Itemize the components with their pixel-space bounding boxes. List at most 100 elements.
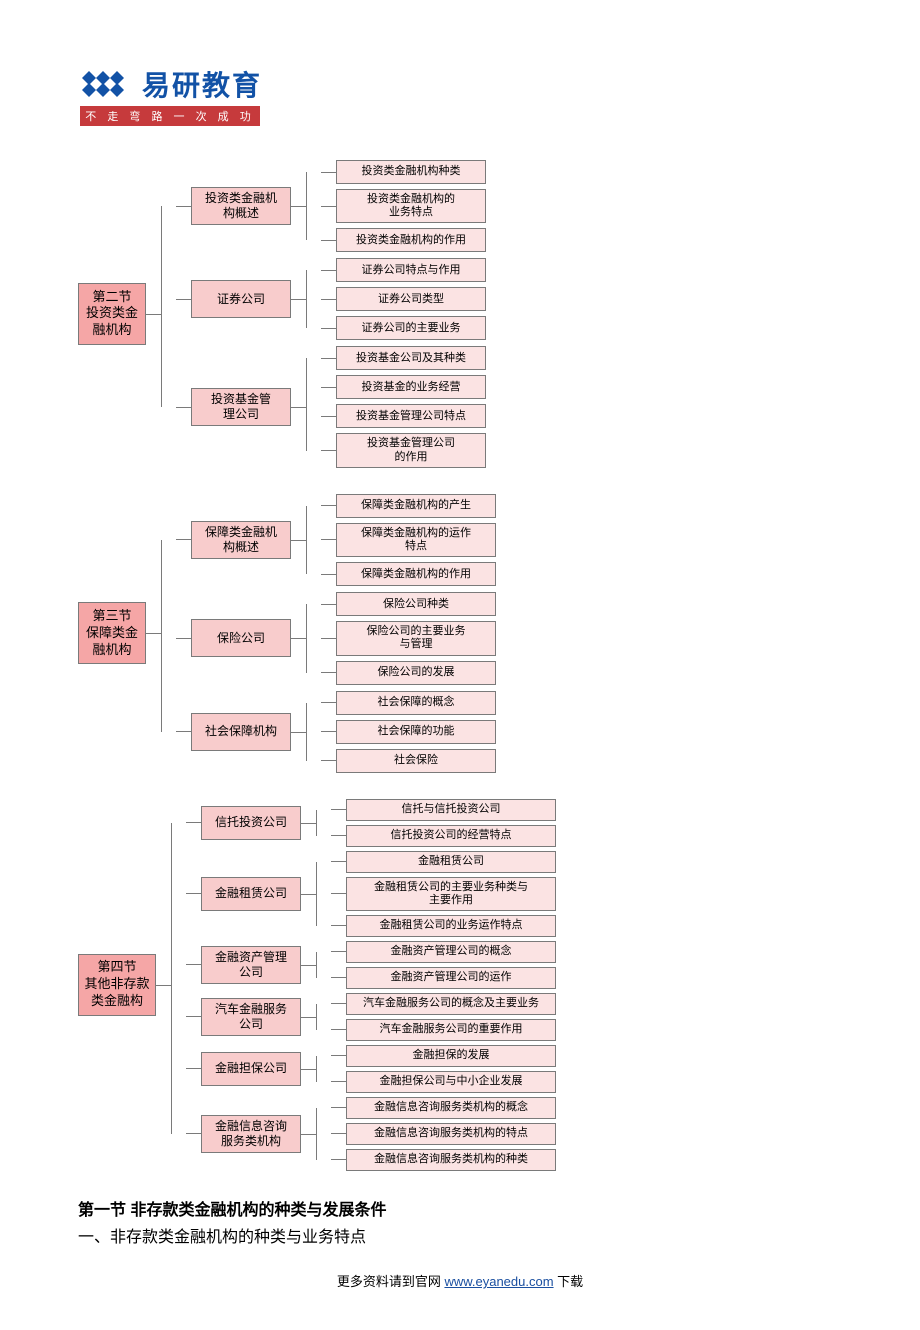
leaf-row: 信托与信托投资公司 [331, 799, 556, 821]
leaf-node: 保障类金融机构的运作特点 [336, 523, 496, 557]
leaf-column: 信托与信托投资公司信托投资公司的经营特点 [331, 799, 556, 847]
logo-top: 易研教育 [80, 64, 262, 104]
branch-column: 信托投资公司信托与信托投资公司信托投资公司的经营特点金融租赁公司金融租赁公司金融… [186, 799, 556, 1171]
leaf-column: 社会保障的概念社会保障的功能社会保险 [321, 691, 496, 773]
leaf-node: 保障类金融机构的产生 [336, 494, 496, 518]
tree-diagrams: 第二节投资类金融机构投资类金融机构概述投资类金融机构种类投资类金融机构的业务特点… [78, 60, 842, 1171]
leaf-row: 社会保险 [321, 749, 496, 773]
branch: 金融信息咨询服务类机构金融信息咨询服务类机构的概念金融信息咨询服务类机构的特点金… [201, 1097, 556, 1171]
section-heading: 第一节 非存款类金融机构的种类与发展条件 [78, 1197, 842, 1224]
leaf-row: 金融信息咨询服务类机构的特点 [331, 1123, 556, 1145]
mid-node: 金融担保公司 [201, 1052, 301, 1086]
leaf-row: 投资类金融机构的业务特点 [321, 189, 486, 223]
mid-node: 汽车金融服务公司 [201, 998, 301, 1036]
leaf-node: 投资基金管理公司的作用 [336, 433, 486, 467]
mid-node: 保险公司 [191, 619, 291, 657]
leaf-row: 保障类金融机构的作用 [321, 562, 496, 586]
leaf-row: 金融租赁公司的主要业务种类与主要作用 [331, 877, 556, 911]
branch-row: 金融信息咨询服务类机构金融信息咨询服务类机构的概念金融信息咨询服务类机构的特点金… [186, 1097, 556, 1171]
leaf-row: 投资基金公司及其种类 [321, 346, 486, 370]
logo-tagline: 不 走 弯 路 一 次 成 功 [80, 106, 260, 126]
branch-row: 金融租赁公司金融租赁公司金融租赁公司的主要业务种类与主要作用金融租赁公司的业务运… [186, 851, 556, 937]
leaf-row: 金融资产管理公司的概念 [331, 941, 556, 963]
leaf-node: 证券公司类型 [336, 287, 486, 311]
leaf-node: 社会保障的功能 [336, 720, 496, 744]
root-node: 第三节保障类金融机构 [78, 602, 146, 664]
leaf-column: 保障类金融机构的产生保障类金融机构的运作特点保障类金融机构的作用 [321, 494, 496, 586]
mid-node: 金融租赁公司 [201, 877, 301, 911]
leaf-row: 社会保障的概念 [321, 691, 496, 715]
leaf-column: 保险公司种类保险公司的主要业务与管理保险公司的发展 [321, 592, 496, 684]
leaf-column: 投资类金融机构种类投资类金融机构的业务特点投资类金融机构的作用 [321, 160, 486, 252]
leaf-row: 证券公司类型 [321, 287, 486, 311]
leaf-column: 金融租赁公司金融租赁公司的主要业务种类与主要作用金融租赁公司的业务运作特点 [331, 851, 556, 937]
leaf-node: 金融信息咨询服务类机构的概念 [346, 1097, 556, 1119]
leaf-row: 金融担保的发展 [331, 1045, 556, 1067]
leaf-node: 金融资产管理公司的概念 [346, 941, 556, 963]
leaf-node: 金融信息咨询服务类机构的种类 [346, 1149, 556, 1171]
leaf-column: 证券公司特点与作用证券公司类型证券公司的主要业务 [321, 258, 486, 340]
logo-mark-icon [80, 69, 136, 99]
branch: 保险公司保险公司种类保险公司的主要业务与管理保险公司的发展 [191, 592, 496, 684]
leaf-node: 金融租赁公司的业务运作特点 [346, 915, 556, 937]
branch-row: 投资类金融机构概述投资类金融机构种类投资类金融机构的业务特点投资类金融机构的作用 [176, 160, 486, 252]
mid-node: 金融资产管理公司 [201, 946, 301, 984]
logo-brand-text: 易研教育 [142, 64, 262, 104]
mid-node: 信托投资公司 [201, 806, 301, 840]
branch-row: 社会保障机构社会保障的概念社会保障的功能社会保险 [176, 691, 496, 773]
leaf-row: 投资类金融机构种类 [321, 160, 486, 184]
leaf-node: 投资基金管理公司特点 [336, 404, 486, 428]
branch-row: 金融资产管理公司金融资产管理公司的概念金融资产管理公司的运作 [186, 941, 556, 989]
leaf-row: 金融信息咨询服务类机构的概念 [331, 1097, 556, 1119]
leaf-node: 保险公司的发展 [336, 661, 496, 685]
mid-node: 投资类金融机构概述 [191, 187, 291, 225]
branch: 金融担保公司金融担保的发展金融担保公司与中小企业发展 [201, 1045, 556, 1093]
leaf-node: 投资类金融机构的作用 [336, 228, 486, 252]
leaf-row: 投资基金的业务经营 [321, 375, 486, 399]
leaf-row: 证券公司特点与作用 [321, 258, 486, 282]
leaf-column: 金融担保的发展金融担保公司与中小企业发展 [331, 1045, 556, 1093]
leaf-node: 证券公司特点与作用 [336, 258, 486, 282]
logo: 易研教育 不 走 弯 路 一 次 成 功 [80, 64, 262, 126]
leaf-node: 社会保险 [336, 749, 496, 773]
leaf-node: 投资类金融机构种类 [336, 160, 486, 184]
leaf-node: 汽车金融服务公司的概念及主要业务 [346, 993, 556, 1015]
mid-node: 社会保障机构 [191, 713, 291, 751]
leaf-row: 社会保障的功能 [321, 720, 496, 744]
leaf-row: 信托投资公司的经营特点 [331, 825, 556, 847]
leaf-node: 金融资产管理公司的运作 [346, 967, 556, 989]
leaf-node: 金融租赁公司 [346, 851, 556, 873]
leaf-row: 保险公司种类 [321, 592, 496, 616]
mid-node: 保障类金融机构概述 [191, 521, 291, 559]
footer-link[interactable]: www.eyanedu.com [444, 1274, 553, 1289]
mid-node: 投资基金管理公司 [191, 388, 291, 426]
leaf-row: 证券公司的主要业务 [321, 316, 486, 340]
branch-row: 汽车金融服务公司汽车金融服务公司的概念及主要业务汽车金融服务公司的重要作用 [186, 993, 556, 1041]
footer-suffix: 下载 [554, 1274, 584, 1289]
leaf-node: 金融信息咨询服务类机构的特点 [346, 1123, 556, 1145]
branch-row: 投资基金管理公司 投资基金公司及其种类投资基金的业务经营投资基金管理公司特点投资基… [176, 346, 486, 467]
leaf-row: 投资基金管理公司特点 [321, 404, 486, 428]
branch-row: 信托投资公司信托与信托投资公司信托投资公司的经营特点 [186, 799, 556, 847]
branch-column: 保障类金融机构概述保障类金融机构的产生保障类金融机构的运作特点保障类金融机构的作… [176, 494, 496, 773]
branch: 金融资产管理公司金融资产管理公司的概念金融资产管理公司的运作 [201, 941, 556, 989]
leaf-node: 信托投资公司的经营特点 [346, 825, 556, 847]
leaf-row: 金融担保公司与中小企业发展 [331, 1071, 556, 1093]
leaf-node: 金融担保公司与中小企业发展 [346, 1071, 556, 1093]
leaf-node: 投资类金融机构的业务特点 [336, 189, 486, 223]
branch: 汽车金融服务公司汽车金融服务公司的概念及主要业务汽车金融服务公司的重要作用 [201, 993, 556, 1041]
footer: 更多资料请到官网 www.eyanedu.com 下载 [78, 1271, 842, 1290]
tree-section2: 第二节投资类金融机构投资类金融机构概述投资类金融机构种类投资类金融机构的业务特点… [78, 160, 842, 468]
branch: 投资类金融机构概述投资类金融机构种类投资类金融机构的业务特点投资类金融机构的作用 [191, 160, 486, 252]
branch: 证券公司证券公司特点与作用证券公司类型证券公司的主要业务 [191, 258, 486, 340]
leaf-node: 保障类金融机构的作用 [336, 562, 496, 586]
leaf-row: 金融租赁公司 [331, 851, 556, 873]
footer-prefix: 更多资料请到官网 [337, 1274, 445, 1289]
branch-column: 投资类金融机构概述投资类金融机构种类投资类金融机构的业务特点投资类金融机构的作用… [176, 160, 486, 468]
leaf-column: 金融资产管理公司的概念金融资产管理公司的运作 [331, 941, 556, 989]
leaf-node: 保险公司的主要业务与管理 [336, 621, 496, 655]
tree-section3: 第三节保障类金融机构保障类金融机构概述保障类金融机构的产生保障类金融机构的运作特… [78, 494, 842, 773]
body-text: 第一节 非存款类金融机构的种类与发展条件 一、非存款类金融机构的种类与业务特点 [78, 1197, 842, 1251]
branch: 信托投资公司信托与信托投资公司信托投资公司的经营特点 [201, 799, 556, 847]
branch: 保障类金融机构概述保障类金融机构的产生保障类金融机构的运作特点保障类金融机构的作… [191, 494, 496, 586]
